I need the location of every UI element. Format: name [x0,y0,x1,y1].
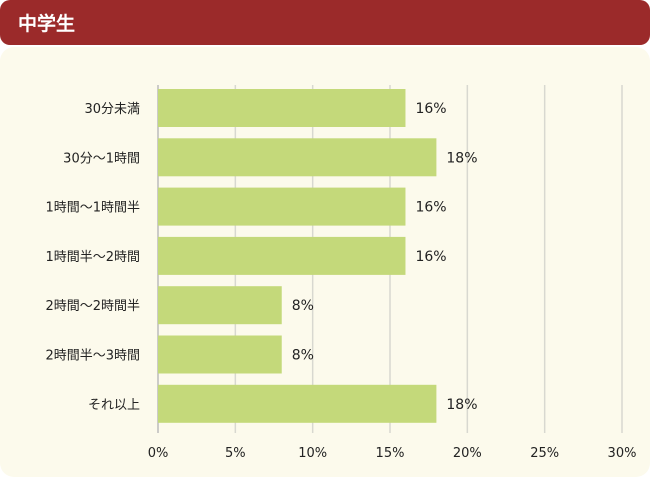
bar [158,187,406,226]
x-tick-label: 5% [225,446,246,461]
data-label: 16% [415,249,446,265]
category-label: 30分～1時間 [63,151,140,166]
bar [158,236,406,275]
data-label: 8% [292,348,314,364]
data-label: 16% [415,200,446,216]
category-label: 30分未満 [84,102,140,117]
bar [158,138,437,177]
bar [158,286,282,325]
x-tick-label: 20% [453,446,482,461]
category-label: 1時間半～2時間 [45,250,140,265]
category-label: 1時間～1時間半 [45,201,140,216]
header-bar: 中学生 [0,0,650,45]
data-label: 18% [446,397,477,413]
data-label: 18% [446,150,477,166]
x-tick-label: 15% [376,446,405,461]
category-label: それ以上 [88,398,140,413]
header-title: 中学生 [18,13,76,35]
bar [158,384,437,423]
x-tick-label: 30% [608,446,637,461]
category-label: 2時間半～3時間 [45,349,140,364]
bar [158,89,406,127]
data-label: 8% [292,298,314,314]
category-label: 2時間～2時間半 [45,299,140,314]
data-label: 16% [415,101,446,117]
x-tick-label: 10% [298,446,327,461]
x-tick-label: 0% [148,446,169,461]
x-tick-label: 25% [530,446,559,461]
bar [158,335,282,374]
